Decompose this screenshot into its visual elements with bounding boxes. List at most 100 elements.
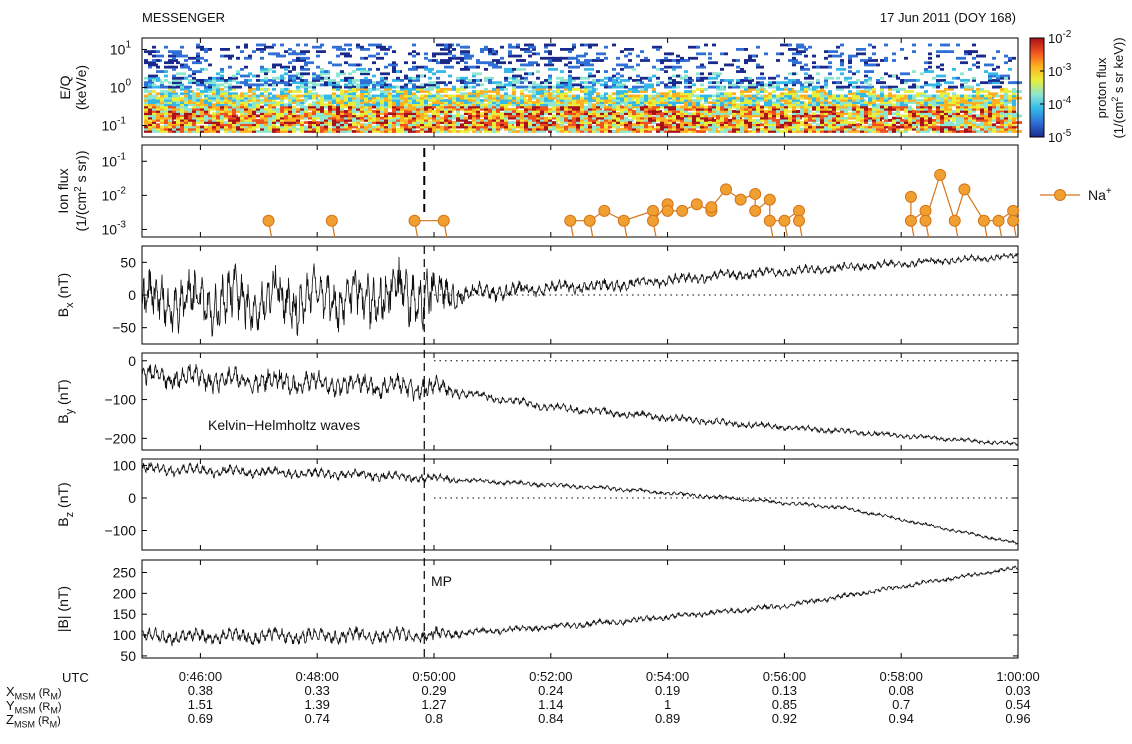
spectrogram-cell xyxy=(628,59,632,62)
spectrogram-cell xyxy=(344,79,348,82)
spectrogram-cell xyxy=(172,116,176,120)
spectrogram-cell xyxy=(616,121,620,124)
spectrogram-cell xyxy=(508,52,512,56)
spectrogram-cell xyxy=(204,114,208,118)
spectrogram-cell xyxy=(380,98,384,102)
spectrogram-cell xyxy=(652,118,656,122)
spectrogram-cell xyxy=(220,96,224,100)
spectrogram-cell xyxy=(732,105,736,109)
spectrogram-cell xyxy=(980,116,984,120)
spectrogram-cell xyxy=(412,116,416,120)
spectrogram-cell xyxy=(284,50,288,54)
spectrogram-cell xyxy=(624,121,628,124)
spectrogram-cell xyxy=(276,54,286,58)
spectrogram-cell xyxy=(216,123,220,127)
spectrogram-cell xyxy=(556,130,560,133)
spectrogram-cell xyxy=(564,105,568,109)
spectrogram-cell xyxy=(436,94,440,98)
spectrogram-cell xyxy=(200,92,204,96)
spectrogram-cell xyxy=(212,127,216,131)
spectrogram-cell xyxy=(484,67,488,71)
spectrogram-cell xyxy=(948,127,952,131)
spectrogram-cell xyxy=(564,101,568,105)
spectrogram-cell xyxy=(432,114,436,118)
spectrogram-cell xyxy=(356,98,360,102)
spectrogram-cell xyxy=(360,112,364,116)
spectrogram-cell xyxy=(944,107,948,111)
spectrogram-cell xyxy=(556,103,560,107)
spectrogram-cell xyxy=(528,72,532,76)
spectrogram-cell xyxy=(684,81,688,85)
spectrogram-cell xyxy=(164,114,168,118)
spectrogram-cell xyxy=(992,98,996,102)
spectrogram-cell xyxy=(816,127,820,131)
spectrogram-cell xyxy=(924,130,928,133)
spectrogram-cell xyxy=(656,107,660,111)
spectrogram-cell xyxy=(612,121,616,124)
spectrogram-cell xyxy=(672,103,676,107)
spectrogram-cell xyxy=(476,118,480,122)
spectrogram-cell xyxy=(972,123,976,127)
spectrogram-cell xyxy=(544,107,548,111)
spectrogram-cell xyxy=(412,94,416,98)
spectrogram-cell xyxy=(372,85,376,89)
spectrogram-cell xyxy=(372,61,376,65)
spectrogram-cell xyxy=(292,90,302,93)
spectrogram-cell xyxy=(212,96,216,100)
spectrogram-cell xyxy=(348,125,358,129)
spectrogram-cell xyxy=(520,48,530,51)
spectrogram-cell xyxy=(208,123,212,127)
spectrogram-cell xyxy=(800,65,804,69)
spectrogram-cell xyxy=(584,43,588,47)
spectrogram-cell xyxy=(312,123,316,127)
spectrogram-cell xyxy=(212,94,216,98)
spectrogram-cell xyxy=(680,118,684,122)
spectrogram-cell xyxy=(656,81,660,85)
spectrogram-cell xyxy=(648,79,652,82)
spectrogram-cell xyxy=(1012,127,1016,131)
spectrogram-cell xyxy=(348,83,352,87)
spectrogram-cell xyxy=(728,112,732,116)
spectrogram-cell xyxy=(544,118,548,122)
spectrogram-cell xyxy=(956,56,966,60)
spectrogram-cell xyxy=(272,103,276,107)
spectrogram-cell xyxy=(568,76,572,80)
spectrogram-cell xyxy=(668,81,672,85)
spectrogram-cell xyxy=(892,52,896,56)
spectrogram-cell xyxy=(252,123,256,127)
spectrogram-cell xyxy=(988,107,992,111)
spectrogram-cell xyxy=(324,70,328,73)
colorbar-label: proton flux(1/(cm2 s sr keV)) xyxy=(1094,37,1126,138)
spectrogram-cell xyxy=(700,130,704,133)
spectrogram-cell xyxy=(256,74,260,78)
spectrogram-cell xyxy=(408,67,418,71)
spectrogram-cell xyxy=(792,114,796,118)
spectrogram-cell xyxy=(380,76,384,80)
spectrogram-cell xyxy=(572,116,576,120)
spectrogram-cell xyxy=(704,125,708,129)
spectrogram-cell xyxy=(772,112,776,116)
spectrogram-cell xyxy=(860,121,864,124)
spectrogram-cell xyxy=(804,107,808,111)
spectrogram-cell xyxy=(868,43,872,47)
spectrogram-cell xyxy=(364,127,368,131)
na-point xyxy=(778,214,791,227)
spectrogram-cell xyxy=(524,118,528,122)
spectrogram-cell xyxy=(512,125,516,129)
spectrogram-cell xyxy=(176,112,180,116)
spectrogram-cell xyxy=(500,105,504,109)
spectrogram-cell xyxy=(968,125,972,129)
spectrogram-cell xyxy=(684,74,688,78)
spectrogram-cell xyxy=(768,127,772,131)
spectrogram-cell xyxy=(152,94,156,98)
spectrogram-cell xyxy=(976,61,980,65)
spectrogram-cell xyxy=(1012,130,1022,133)
spectrogram-cell xyxy=(328,81,332,85)
spectrogram-cell xyxy=(196,101,200,105)
spectrogram-cell xyxy=(908,118,912,122)
spectrogram-cell xyxy=(296,114,300,118)
spectrogram-cell xyxy=(248,127,252,131)
spectrogram-cell xyxy=(208,96,212,100)
spectrogram-cell xyxy=(332,94,336,98)
spectrogram-cell xyxy=(208,81,212,85)
